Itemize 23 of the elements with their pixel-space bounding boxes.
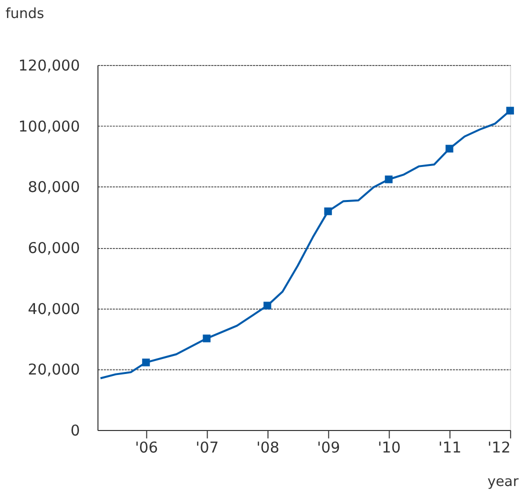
- y-tick-label: 120,000: [18, 56, 80, 75]
- y-axis-title: funds: [5, 6, 44, 22]
- x-tick-label: '08: [256, 438, 280, 456]
- x-tick-label: '12: [488, 438, 511, 456]
- point: [264, 302, 272, 310]
- point: [384, 176, 393, 184]
- x-tick-label: '11: [438, 438, 462, 456]
- x-tick-label: '10: [378, 438, 401, 456]
- x-tick-label: '09: [317, 438, 340, 456]
- x-tick-label: '06: [134, 438, 158, 456]
- x-axis-title: year: [488, 474, 519, 490]
- y-tick-label: 0: [70, 421, 80, 440]
- y-tick-label: 100,000: [18, 117, 80, 136]
- point: [142, 358, 150, 366]
- point: [202, 334, 211, 342]
- point: [446, 144, 454, 153]
- y-tick-label: 40,000: [28, 300, 80, 318]
- x-tick-label: '07: [196, 438, 219, 456]
- y-tick-label: 80,000: [28, 178, 80, 196]
- point: [324, 207, 332, 216]
- y-tick-label: 60,000: [28, 238, 80, 257]
- y-tick-label: 20,000: [28, 360, 80, 379]
- point: [506, 106, 514, 115]
